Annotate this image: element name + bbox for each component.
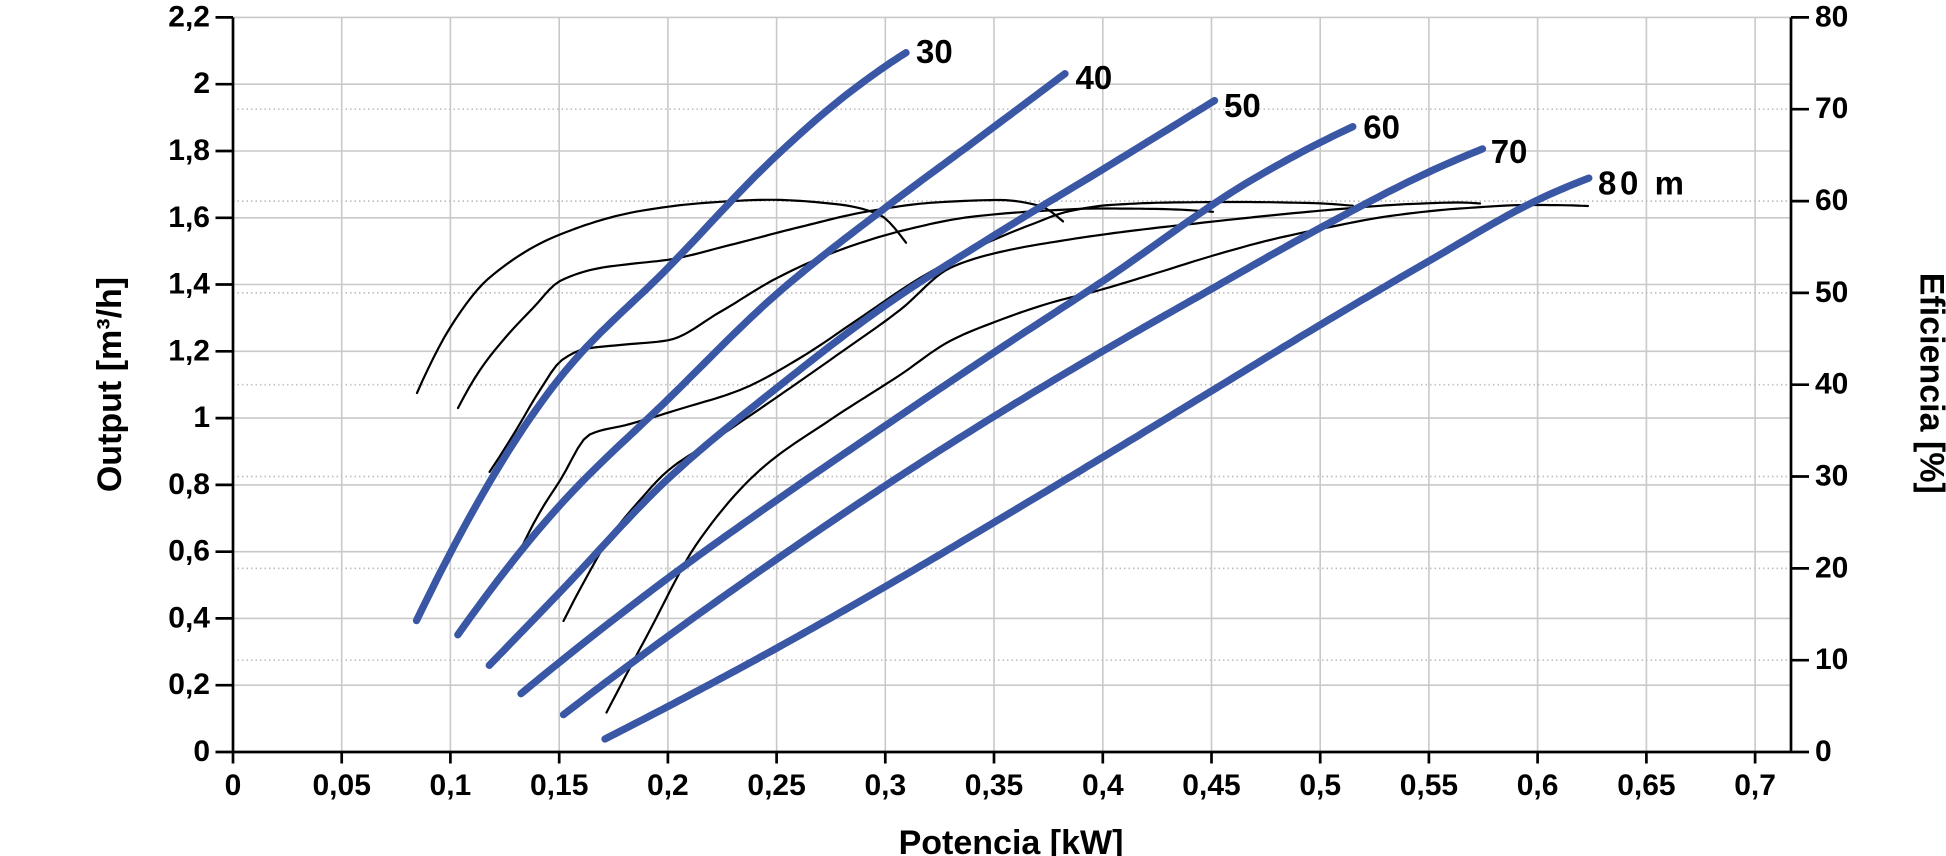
svg-text:1,4: 1,4 — [168, 268, 210, 301]
svg-text:1,6: 1,6 — [168, 201, 210, 234]
svg-text:0,55: 0,55 — [1400, 769, 1458, 802]
svg-text:0,65: 0,65 — [1617, 769, 1675, 802]
svg-text:0: 0 — [225, 769, 242, 802]
svg-text:40: 40 — [1076, 59, 1113, 96]
svg-text:30: 30 — [1815, 460, 1848, 493]
svg-text:30: 30 — [916, 33, 953, 70]
svg-text:1,8: 1,8 — [168, 134, 210, 167]
svg-text:1,2: 1,2 — [168, 334, 210, 367]
svg-text:0,05: 0,05 — [313, 769, 371, 802]
svg-text:0,35: 0,35 — [965, 769, 1023, 802]
svg-text:0,2: 0,2 — [168, 668, 210, 701]
svg-text:60: 60 — [1815, 184, 1848, 217]
svg-text:0,25: 0,25 — [747, 769, 805, 802]
svg-text:80: 80 — [1815, 0, 1848, 33]
svg-text:Output [m³/h]: Output [m³/h] — [91, 277, 129, 492]
svg-text:10: 10 — [1815, 643, 1848, 676]
svg-text:40: 40 — [1815, 368, 1848, 401]
svg-text:0,3: 0,3 — [864, 769, 906, 802]
svg-text:0,15: 0,15 — [530, 769, 588, 802]
svg-text:70: 70 — [1491, 133, 1528, 170]
svg-text:1: 1 — [193, 401, 210, 434]
svg-text:2,2: 2,2 — [168, 0, 210, 33]
svg-text:2: 2 — [193, 67, 210, 100]
svg-text:0,6: 0,6 — [1517, 769, 1559, 802]
svg-text:0,8: 0,8 — [168, 468, 210, 501]
svg-text:0,1: 0,1 — [430, 769, 472, 802]
svg-text:0,45: 0,45 — [1182, 769, 1240, 802]
svg-text:60: 60 — [1363, 109, 1400, 146]
svg-text:80 m: 80 m — [1598, 165, 1684, 202]
svg-text:0,2: 0,2 — [647, 769, 689, 802]
svg-text:0: 0 — [1815, 735, 1832, 768]
svg-text:50: 50 — [1815, 276, 1848, 309]
svg-text:0,4: 0,4 — [1082, 769, 1124, 802]
svg-text:0,4: 0,4 — [168, 601, 210, 634]
svg-text:0,7: 0,7 — [1734, 769, 1776, 802]
svg-text:70: 70 — [1815, 92, 1848, 125]
svg-text:0,5: 0,5 — [1299, 769, 1341, 802]
svg-text:Eficiencia [%]: Eficiencia [%] — [1913, 273, 1946, 494]
svg-text:50: 50 — [1224, 87, 1261, 124]
svg-text:0,6: 0,6 — [168, 535, 210, 568]
svg-text:Potencia [kW]: Potencia [kW] — [899, 824, 1124, 856]
svg-text:0: 0 — [193, 735, 210, 768]
svg-text:20: 20 — [1815, 551, 1848, 584]
